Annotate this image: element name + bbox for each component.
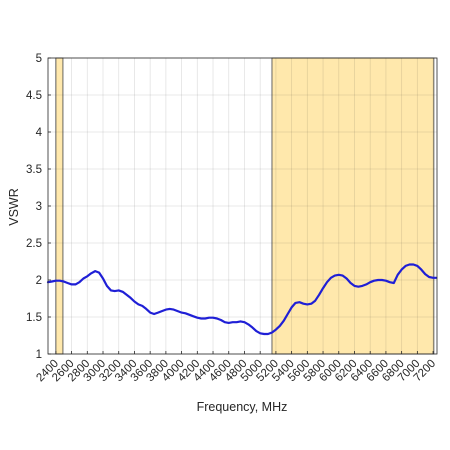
band-1	[271, 57, 435, 355]
y-tick-labels: 1 1.5 2 2.5 3 3.5 4 4.5 5	[26, 53, 51, 361]
y-tick-label: 4	[36, 127, 43, 139]
y-tick-label: 5	[36, 53, 42, 65]
y-tick-label: 1.5	[26, 312, 42, 324]
grid-layer	[48, 57, 437, 355]
y-tick-label: 4.5	[26, 90, 42, 102]
bands-layer	[55, 57, 435, 355]
y-tick-label: 3	[36, 201, 42, 213]
y-tick-label: 2.5	[26, 238, 42, 250]
series-layer	[46, 263, 438, 336]
x-axis-title: Frequency, MHz	[197, 400, 288, 414]
y-tick-label: 1	[36, 349, 42, 361]
y-axis-title: VSWR	[7, 188, 21, 226]
x-tick-labels: 2400260028003000320034003600380040004200…	[34, 351, 438, 384]
y-tick-label: 2	[36, 275, 42, 287]
y-tick-label: 3.5	[26, 164, 42, 176]
series-line-0	[46, 263, 438, 336]
